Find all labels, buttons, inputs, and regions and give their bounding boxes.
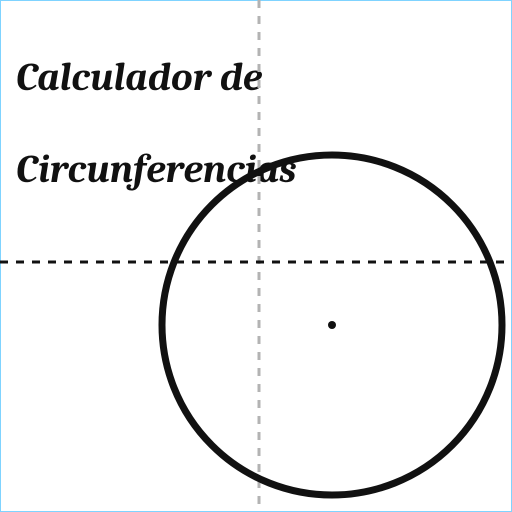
- diagram-svg: [0, 0, 512, 512]
- circle-center-dot: [328, 321, 336, 329]
- diagram-canvas: [0, 0, 512, 512]
